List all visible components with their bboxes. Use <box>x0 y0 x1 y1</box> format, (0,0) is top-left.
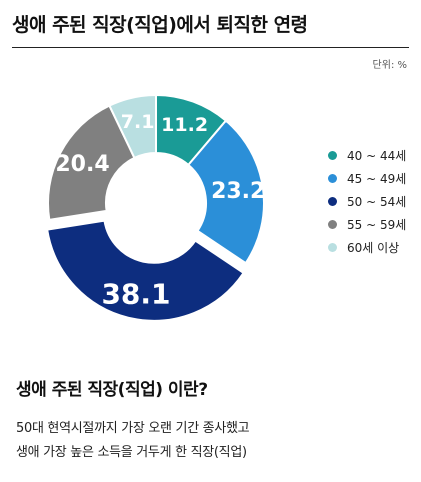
legend-label: 45 ~ 49세 <box>347 172 407 186</box>
legend-item-1: 40 ~ 44세 <box>328 144 406 167</box>
slice-label-2: 23.2 <box>211 179 265 204</box>
legend-swatch <box>328 220 337 229</box>
legend-item-3: 50 ~ 54세 <box>328 190 406 213</box>
slice-2 <box>186 119 265 265</box>
unit-label: 단위: % <box>372 60 407 71</box>
legend-swatch <box>328 197 337 206</box>
legend-swatch <box>328 151 337 160</box>
slice-label-5: 7.1 <box>121 111 155 133</box>
legend: 40 ~ 44세 45 ~ 49세 50 ~ 54세 55 ~ 59세 60세 이상 <box>328 144 406 259</box>
slice-4 <box>47 104 136 222</box>
chart-title: 생애 주된 직장(직업)에서 퇴직한 연령 <box>12 14 308 36</box>
legend-label: 60세 이상 <box>347 241 400 255</box>
slice-label-3: 38.1 <box>101 277 170 310</box>
definition-text: 50대 현역시절까지 가장 오랜 기간 종사했고 생애 가장 높은 소득을 거두… <box>16 417 250 465</box>
donut-chart: 11.2 23.2 38.1 20.4 7.1 <box>46 93 265 322</box>
definition-heading: 생애 주된 직장(직업) 이란? <box>16 380 208 400</box>
legend-label: 55 ~ 59세 <box>347 218 407 232</box>
legend-label: 50 ~ 54세 <box>347 195 407 209</box>
legend-item-2: 45 ~ 49세 <box>328 167 406 190</box>
title-divider <box>12 47 409 48</box>
slice-label-4: 20.4 <box>55 152 109 177</box>
legend-label: 40 ~ 44세 <box>347 149 407 163</box>
slice-5 <box>108 93 157 160</box>
slice-3 <box>46 219 245 322</box>
legend-swatch <box>328 174 337 183</box>
legend-item-5: 60세 이상 <box>328 236 406 259</box>
legend-swatch <box>328 243 337 252</box>
definition-line-1: 50대 현역시절까지 가장 오랜 기간 종사했고 <box>16 421 250 436</box>
slice-label-1: 11.2 <box>161 114 208 136</box>
legend-item-4: 55 ~ 59세 <box>328 213 406 236</box>
definition-line-2: 생애 가장 높은 소득을 거두게 한 직장(직업) <box>16 445 247 460</box>
